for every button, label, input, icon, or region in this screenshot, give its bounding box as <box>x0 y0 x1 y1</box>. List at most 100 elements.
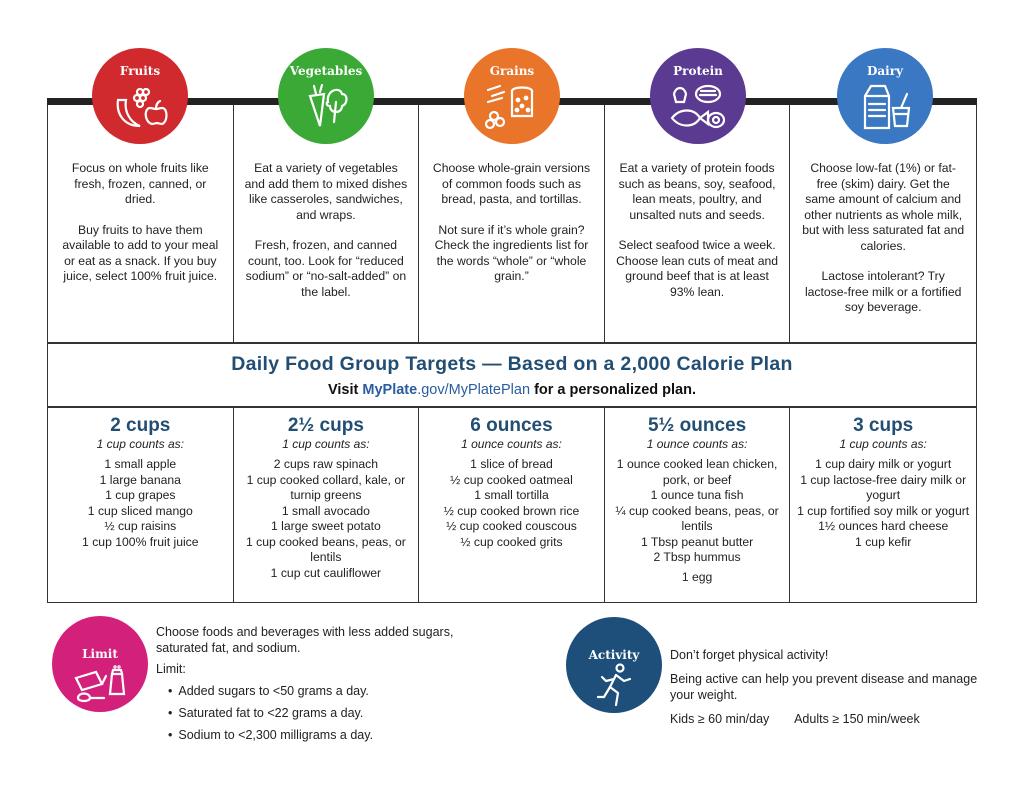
kids-target: Kids ≥ 60 min/day <box>670 712 770 726</box>
tip-paragraph: Eat a variety of vegetables and add them… <box>244 161 408 222</box>
myplate-link-rest: .gov/MyPlatePlan <box>417 382 531 398</box>
tips-cell-protein: Eat a variety of protein foods such as b… <box>605 98 791 342</box>
suffix-text: for a personalized plan. <box>534 382 697 398</box>
tip-paragraph: Not sure if it’s whole grain? Check the … <box>434 222 589 284</box>
vegetables-icon <box>308 83 348 127</box>
fruits-badge: Fruits <box>92 48 188 144</box>
list-item: Saturated fat to <22 grams a day. <box>168 705 476 721</box>
limit-badge-title: Limit <box>82 647 118 661</box>
list-item: ½ cup cooked oatmeal <box>450 472 573 487</box>
myplate-link[interactable]: MyPlate.gov/MyPlatePlan <box>362 382 530 398</box>
activity-line2: Being active can help you prevent diseas… <box>670 672 978 702</box>
fruits-badge-title: Fruits <box>119 64 161 78</box>
list-item: 1 small tortilla <box>474 488 549 502</box>
list-item: ¼ cup cooked beans, peas, or lentils <box>615 503 779 534</box>
list-item: 1 small avocado <box>281 503 370 518</box>
list-item: 1 cup sliced mango <box>87 503 193 518</box>
targets-subtitle: Visit MyPlate.gov/MyPlatePlan for a pers… <box>48 382 976 398</box>
tips-cell-grains: Choose whole-grain versions of common fo… <box>419 98 605 342</box>
tip-paragraph: Buy fruits to have them available to add… <box>62 222 219 284</box>
amount-cell-grains: 6 ounces 1 ounce counts as: 1 slice of b… <box>419 408 605 602</box>
tip-paragraph: Lactose intolerant? Try lactose-free mil… <box>804 269 962 314</box>
amount-value: 2 cups <box>110 415 171 436</box>
tips-cell-dairy: Choose low-fat (1%) or fat-free (skim) d… <box>790 98 976 342</box>
tip-paragraph: Choose low-fat (1%) or fat-free (skim) d… <box>802 161 965 253</box>
food-group-table: Focus on whole fruits like fresh, frozen… <box>47 98 977 603</box>
list-item: 2 cups raw spinach <box>273 457 379 471</box>
limit-label: Limit: <box>156 662 186 676</box>
adults-target: Adults ≥ 150 min/week <box>794 712 920 726</box>
list-item: 1 cup dairy milk or yogurt <box>815 457 952 471</box>
list-item: ½ cup cooked couscous <box>446 519 577 533</box>
list-item: 1 cup fortified soy milk or yogurt <box>797 503 970 518</box>
limit-text: Choose foods and beverages with less add… <box>156 624 476 749</box>
tip-paragraph: Fresh, frozen, and canned count, too. Lo… <box>245 238 407 299</box>
list-item: 1 small apple <box>104 457 177 471</box>
dairy-icon <box>863 84 911 130</box>
list-item: 1 cup cooked beans, peas, or lentils <box>245 534 406 565</box>
tip-paragraph: Select seafood twice a week. Choose lean… <box>616 238 779 299</box>
grains-icon <box>484 84 534 130</box>
activity-text: Don’t forget physical activity! Being ac… <box>670 647 990 727</box>
list-item: 1 cup cut cauliflower <box>270 565 382 580</box>
list-item: ½ cup raisins <box>104 519 177 533</box>
list-item: 1 large sweet potato <box>271 519 381 533</box>
list-item: 1 egg <box>681 569 713 584</box>
list-item: 1 cup 100% fruit juice <box>82 534 199 549</box>
counts-as-label: 1 cup counts as: <box>96 436 184 451</box>
amount-cell-protein: 5½ ounces 1 ounce counts as: 1 ounce coo… <box>605 408 791 602</box>
tip-paragraph: Focus on whole fruits like fresh, frozen… <box>71 161 209 206</box>
amount-value: 6 ounces <box>470 415 553 436</box>
list-item: 1 large banana <box>99 472 181 487</box>
protein-badge-title: Protein <box>673 64 723 78</box>
list-item: 1 cup kefir <box>855 534 912 549</box>
counts-as-label: 1 ounce counts as: <box>646 436 748 451</box>
tip-paragraph: Eat a variety of protein foods such as b… <box>618 161 776 222</box>
amount-value: 2½ cups <box>287 415 364 436</box>
limit-list: Added sugars to <50 grams a day. Saturat… <box>156 683 476 743</box>
targets-band: Daily Food Group Targets — Based on a 2,… <box>48 342 976 408</box>
grains-badge-title: Grains <box>489 64 535 78</box>
list-item: ½ cup cooked brown rice <box>443 503 580 518</box>
list-item: Sodium to <2,300 milligrams a day. <box>168 727 476 743</box>
list-item: 1½ ounces hard cheese <box>818 519 949 533</box>
list-item: 1 ounce cooked lean chicken, pork, or be… <box>616 457 778 487</box>
counts-as-label: 1 cup counts as: <box>282 436 370 451</box>
counts-as-label: 1 ounce counts as: <box>461 436 562 451</box>
grains-badge: Grains <box>464 48 560 144</box>
fruits-icon <box>116 87 168 128</box>
amount-cell-dairy: 3 cups 1 cup counts as: 1 cup dairy milk… <box>790 408 976 602</box>
visit-text: Visit <box>327 382 359 398</box>
list-item: 1 slice of bread <box>470 457 553 471</box>
runner-icon <box>596 663 632 707</box>
limit-intro: Choose foods and beverages with less add… <box>156 625 454 655</box>
list-item: ½ cup cooked grits <box>460 534 563 549</box>
list-item: 1 cup grapes <box>105 488 176 502</box>
activity-badge: Activity <box>566 617 662 713</box>
list-item: 1 cup cooked collard, kale, or turnip gr… <box>246 472 406 503</box>
amount-value: 5½ ounces <box>647 415 747 436</box>
limit-icon <box>74 665 126 703</box>
amount-value: 3 cups <box>853 415 914 436</box>
list-item: 1 Tbsp peanut butter <box>640 534 754 549</box>
counts-as-label: 1 cup counts as: <box>839 436 927 451</box>
protein-icon <box>670 84 726 129</box>
limit-badge: Limit <box>52 616 148 712</box>
activity-line1: Don’t forget physical activity! <box>670 648 829 662</box>
amount-cell-fruits: 2 cups 1 cup counts as: 1 small apple 1 … <box>48 408 234 602</box>
vegetables-badge-title: Vegetables <box>289 64 363 78</box>
targets-title: Daily Food Group Targets — Based on a 2,… <box>231 353 793 375</box>
tip-paragraph: Choose whole-grain versions of common fo… <box>432 161 591 206</box>
amounts-row: 2 cups 1 cup counts as: 1 small apple 1 … <box>48 408 976 602</box>
list-item: 1 cup lactose-free dairy milk or yogurt <box>800 472 967 503</box>
myplate-link-bold: MyPlate <box>362 382 418 398</box>
activity-targets: Kids ≥ 60 min/day Adults ≥ 150 min/week <box>670 711 990 727</box>
tips-cell-vegetables: Eat a variety of vegetables and add them… <box>234 98 420 342</box>
list-item: 1 ounce tuna fish <box>650 488 744 502</box>
list-item: Added sugars to <50 grams a day. <box>168 683 476 699</box>
dairy-badge: Dairy <box>837 48 933 144</box>
dairy-badge-title: Dairy <box>866 64 904 78</box>
activity-badge-title: Activity <box>588 648 640 662</box>
amount-cell-vegetables: 2½ cups 1 cup counts as: 2 cups raw spin… <box>234 408 420 602</box>
protein-badge: Protein <box>650 48 746 144</box>
